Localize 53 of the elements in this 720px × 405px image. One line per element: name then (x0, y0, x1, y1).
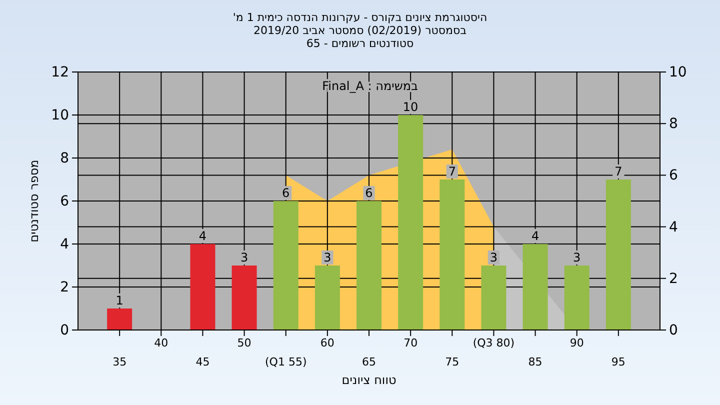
bar (232, 266, 257, 330)
data-label: 1 (116, 294, 124, 308)
data-label: 3 (324, 250, 332, 264)
x-tick-label: 45 (196, 355, 210, 368)
data-label: 7 (448, 164, 456, 178)
data-label: 10 (402, 100, 418, 114)
y-tick-label: 12 (51, 64, 69, 80)
y-tick-label: 4 (60, 236, 70, 252)
x-tick-label: 85 (528, 355, 542, 368)
data-label: 3 (240, 250, 248, 264)
bar (107, 308, 132, 330)
data-label: 7 (614, 164, 622, 178)
bar (606, 180, 631, 330)
y-tick-label: 2 (60, 279, 69, 296)
data-label: 4 (531, 229, 540, 243)
y-axis-title: מספר סטודנטים (27, 160, 41, 242)
x-tick-label: 75 (445, 355, 460, 368)
bar (440, 180, 465, 330)
x-tick-label: (Q1 55) (264, 355, 307, 368)
data-label: 6 (282, 186, 290, 200)
y-tick-label: 0 (60, 322, 69, 338)
bar (398, 115, 424, 330)
bar (481, 266, 506, 330)
data-label: 4 (198, 229, 207, 243)
chart-title: היסטוגרמת ציונים בקורס - עקרונות הנדסה כימית 1 מ' (232, 11, 488, 24)
bar (564, 266, 590, 330)
bar (190, 244, 216, 330)
bar (314, 266, 340, 330)
y-tick-label: 8 (60, 150, 69, 166)
data-label: 3 (573, 250, 581, 264)
chart-subtitle: בסמסטר (02/2019) סמסטר אביב 2019/20 סטודנטים רשומים - 65 (253, 24, 467, 50)
y2-tick-label: 0 (669, 322, 678, 338)
y-tick-label: 10 (51, 107, 69, 124)
x-tick-label: 50 (237, 336, 252, 350)
y2-tick-label: 8 (669, 116, 678, 132)
x-tick-label: (Q3 80) (472, 336, 515, 350)
bar (356, 201, 382, 330)
y-tick-label: 6 (60, 193, 70, 210)
y2-tick-label: 10 (669, 64, 687, 80)
bar (273, 201, 298, 330)
x-tick-label: 35 (112, 355, 127, 368)
data-label: 6 (365, 186, 373, 200)
x-tick-label: 65 (362, 355, 376, 368)
y2-tick-label: 2 (669, 270, 678, 287)
x-tick-label: 40 (154, 336, 168, 350)
x-tick-label: 70 (404, 336, 418, 350)
y2-tick-label: 4 (669, 219, 678, 236)
x-axis-title: טווח ציונים (342, 373, 396, 387)
y2-tick-label: 6 (669, 168, 678, 184)
x-tick-label: 60 (320, 336, 334, 350)
data-label: 3 (490, 250, 498, 264)
x-tick-label: 95 (611, 355, 626, 368)
x-tick-label: 90 (570, 336, 584, 350)
